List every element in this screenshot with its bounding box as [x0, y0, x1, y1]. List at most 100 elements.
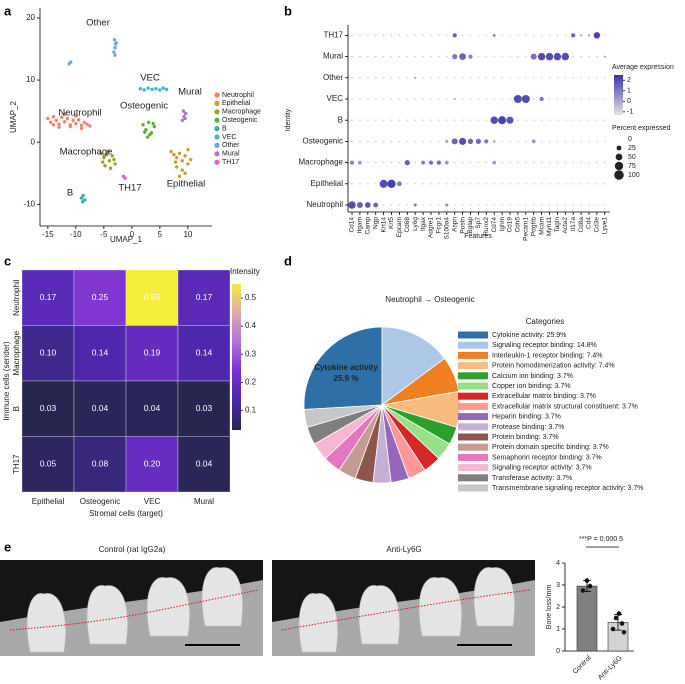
- dot: [564, 140, 566, 143]
- dot: [438, 183, 440, 185]
- point: [180, 159, 185, 163]
- point: [85, 122, 89, 126]
- dot: [604, 98, 606, 100]
- legend-value: 7.4%: [587, 352, 603, 359]
- dot: [397, 181, 402, 187]
- legend-separator: :: [541, 413, 545, 420]
- heat-cell: [177, 380, 231, 437]
- legend-category: Transmembrane signaling receptor activit…: [492, 485, 624, 492]
- dot: [593, 32, 601, 39]
- point: [113, 46, 117, 50]
- y-tick-label: 0: [31, 137, 36, 146]
- legend-category: Signaling receptor binding: [492, 342, 573, 349]
- dot: [430, 77, 432, 79]
- legend-label: Transmembrane signaling receptor activit…: [492, 485, 644, 492]
- dot: [509, 161, 511, 164]
- legend-value: 3.7%: [548, 424, 564, 431]
- cell-label: 0.03: [40, 403, 57, 413]
- dot: [548, 34, 551, 37]
- legend-value: 3.7%: [580, 393, 596, 400]
- dot: [572, 161, 574, 164]
- tooth: [298, 593, 338, 653]
- dot: [539, 96, 544, 102]
- dot: [564, 161, 566, 164]
- dot: [548, 183, 551, 185]
- colorbar-tick-label: 0.1: [245, 405, 257, 414]
- dot: [375, 183, 377, 185]
- identity-label: Macrophage: [299, 158, 344, 167]
- feature-label: Runx2: [483, 217, 490, 236]
- legend-value: 3.7%: [576, 464, 592, 471]
- dot: [387, 179, 396, 188]
- legend-separator: :: [573, 342, 577, 349]
- dot: [564, 204, 566, 206]
- annotation: ***P = 0.000 5: [579, 536, 623, 543]
- y-tick-label: 4: [556, 560, 560, 567]
- feature-label: Lyve1: [602, 217, 609, 234]
- legend-label: Signaling receptor activity: 3.7%: [492, 464, 592, 471]
- dot: [390, 77, 393, 79]
- feature-label: Ighm: [499, 217, 506, 231]
- dot: [359, 183, 361, 185]
- identity-label: Mural: [323, 52, 343, 61]
- cell-label: 0.04: [92, 403, 109, 413]
- dot: [406, 204, 408, 206]
- legend-category: Transferase activity: [492, 475, 553, 482]
- dot: [382, 98, 385, 100]
- dot: [351, 183, 353, 185]
- legend-label: Cytokine activity: 25.9%: [492, 332, 566, 339]
- dot: [572, 55, 574, 58]
- point: [79, 196, 84, 200]
- tooth: [473, 567, 515, 627]
- cell-label: 0.17: [196, 292, 213, 302]
- dot: [398, 119, 401, 121]
- dot: [556, 77, 559, 79]
- heat-cell: [73, 269, 127, 326]
- dot: [509, 140, 511, 143]
- point: [102, 155, 106, 160]
- point: [183, 171, 187, 175]
- dot: [468, 54, 473, 59]
- colorbar-tick-label: 1: [627, 88, 631, 95]
- dot: [375, 55, 377, 58]
- dot: [373, 202, 379, 208]
- dot: [501, 77, 503, 79]
- legend-marker: [214, 159, 220, 165]
- dot: [517, 119, 519, 121]
- cluster-label: Osteogenic: [120, 101, 168, 112]
- dot: [469, 183, 472, 185]
- legend-label: Semaphorin receptor binding: 3.7%: [492, 454, 602, 461]
- legend-value: 3.7%: [593, 444, 609, 451]
- y-tick-label: 1: [556, 626, 560, 633]
- dot: [438, 204, 440, 206]
- point: [57, 125, 61, 129]
- legend-swatch: [458, 392, 488, 400]
- dot: [588, 55, 590, 58]
- dot: [406, 140, 408, 143]
- point: [99, 151, 103, 156]
- feature-label: Postn: [459, 217, 466, 234]
- identity-label: TH17: [323, 31, 343, 40]
- size-label: 75: [628, 163, 636, 170]
- point: [81, 193, 85, 198]
- dot: [367, 34, 369, 37]
- dot: [525, 140, 527, 143]
- y-axis-label: Bone loss/mm: [546, 585, 553, 630]
- row-label: TH17: [12, 454, 21, 474]
- dot: [587, 34, 591, 37]
- dot: [561, 52, 570, 61]
- dot: [501, 183, 503, 185]
- point: [79, 126, 84, 131]
- legend-label: B: [222, 125, 227, 132]
- cluster-label: Epithelial: [167, 179, 206, 190]
- dot: [517, 183, 519, 185]
- dot: [469, 34, 472, 37]
- point: [148, 133, 152, 137]
- point: [580, 588, 586, 593]
- point: [619, 621, 625, 626]
- legend-category: Extracellular matrix binding: [492, 393, 576, 400]
- tooth: [26, 593, 66, 653]
- legend-label: Other: [222, 142, 240, 149]
- point: [587, 583, 593, 589]
- dot: [588, 119, 590, 121]
